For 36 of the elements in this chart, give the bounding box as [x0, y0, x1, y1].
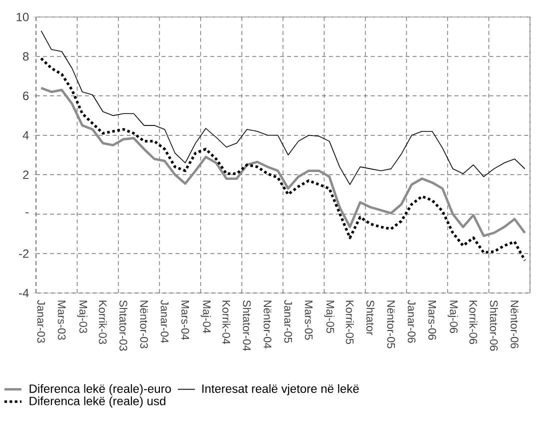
x-tick-label: Nëntor-04 — [264, 300, 272, 348]
x-tick-label: Maj-04 — [200, 300, 211, 334]
y-tick-label: 10 — [16, 12, 29, 22]
x-tick-label: Janar-06 — [408, 300, 416, 343]
x-tick-label: Mars-04 — [181, 300, 190, 340]
y-tick-label: -2 — [18, 249, 29, 258]
x-tick-label: Janar-03 — [37, 300, 46, 343]
x-tick-label: Shtator — [366, 300, 375, 336]
x-tick-label: Nëntor-05 — [387, 300, 395, 348]
legend-label: Diferenca lekë (reale) usd — [30, 396, 166, 408]
x-tick-label: Nëntor-06 — [510, 300, 518, 348]
y-tick-label: - — [26, 212, 29, 214]
x-tick-label: Mars-05 — [304, 300, 313, 340]
x-tick-label: Janar-05 — [284, 300, 292, 343]
y-tick-label: 2 — [23, 170, 29, 179]
x-tick-label: Maj-03 — [77, 300, 88, 334]
line-series — [40, 30, 526, 185]
y-tick-label: -4 — [18, 288, 29, 298]
x-tick-label: Korrik-04 — [222, 300, 230, 344]
y-tick-label: 8 — [22, 52, 29, 61]
y-tick-label: 4 — [22, 131, 29, 140]
x-tick-label: Shtator-03 — [119, 300, 128, 351]
legend-label: Interesat realë vjetore në lekë — [202, 384, 359, 396]
legend-label: Diferenca lekë (reale)-euro — [30, 384, 171, 396]
x-tick-label: Maj-05 — [324, 300, 334, 334]
x-tick-label: Korrik-06 — [469, 300, 478, 344]
y-tick-label: 6 — [23, 92, 29, 100]
x-tick-label: Mars-03 — [58, 300, 66, 340]
x-tick-label: Janar-04 — [160, 300, 169, 343]
x-tick-label: Korrik-03 — [98, 300, 107, 344]
x-tick-label: Shtator-06 — [490, 300, 498, 351]
x-tick-label: Shtator-04 — [242, 300, 252, 351]
x-tick-label: Mars-06 — [428, 300, 436, 340]
x-tick-label: Nëntor-03 — [140, 300, 148, 348]
x-tick-label: Korrik-05 — [346, 300, 354, 344]
x-tick-label: Maj-06 — [448, 300, 458, 334]
